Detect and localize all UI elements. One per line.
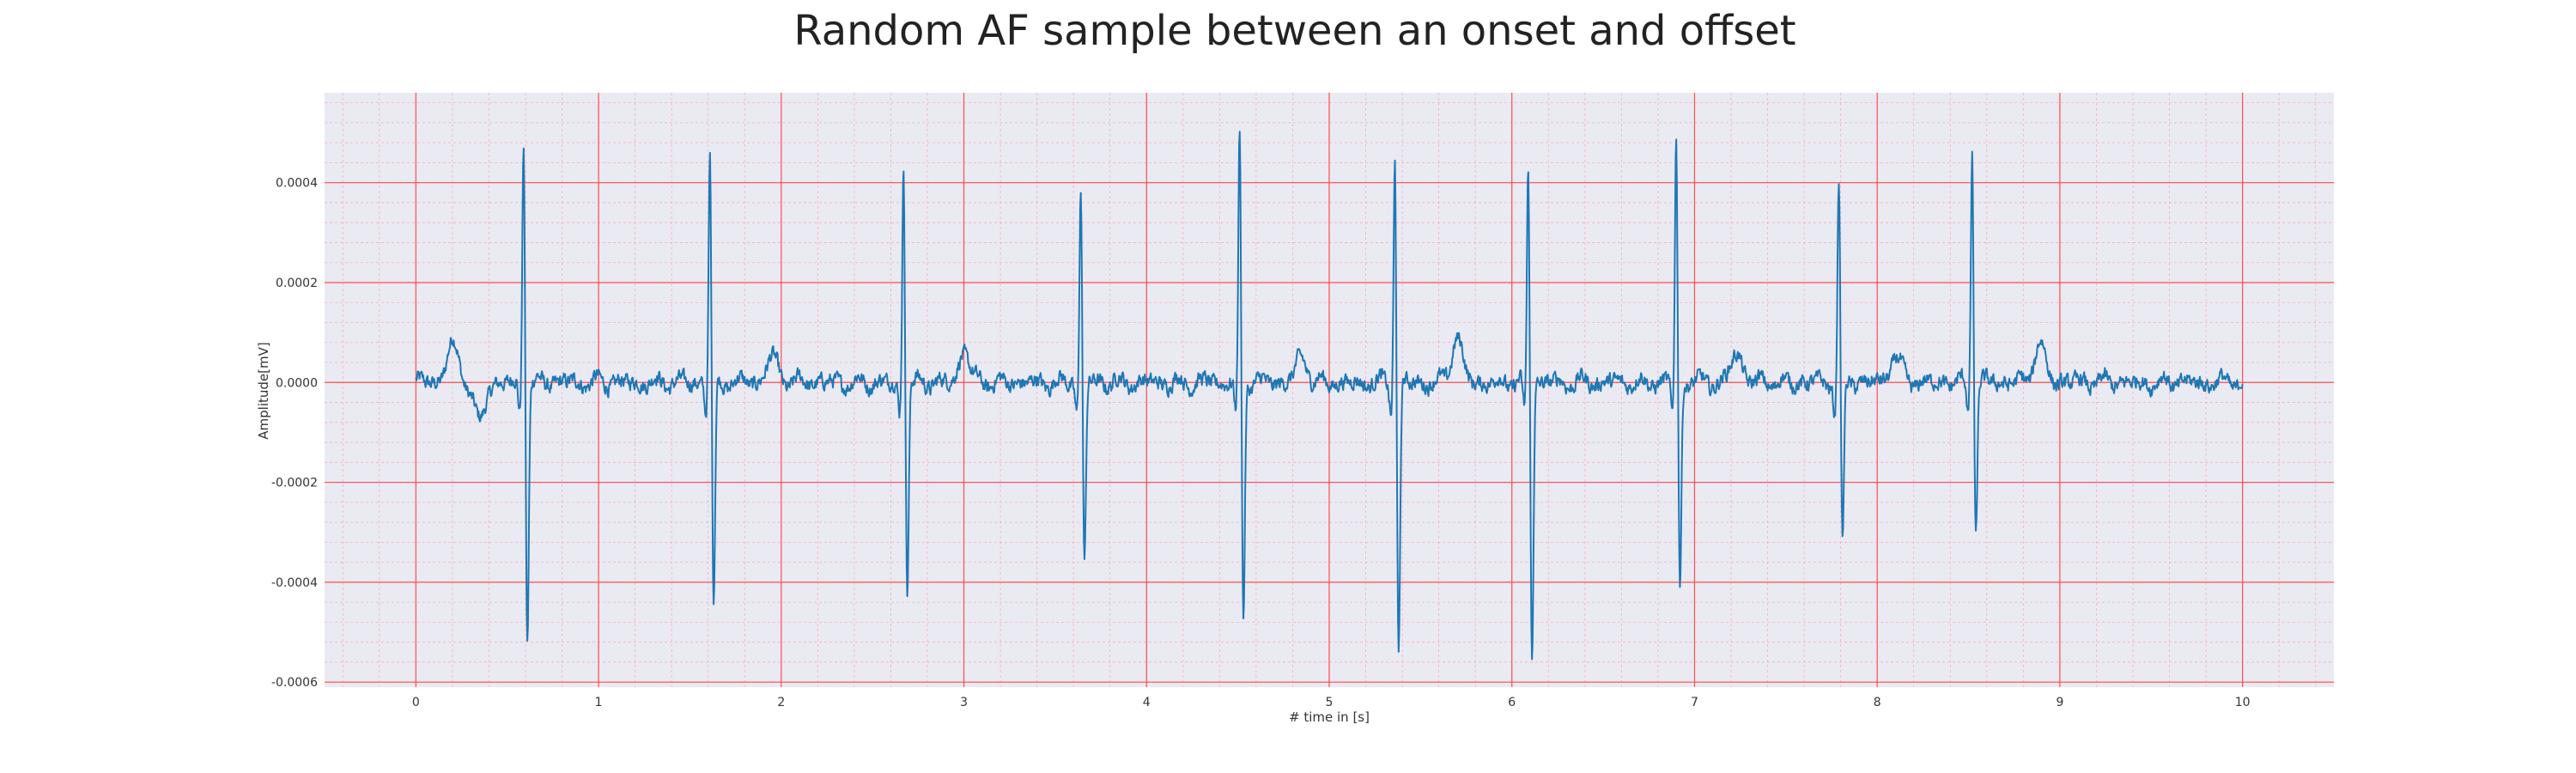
x-tick-label: 7	[1691, 696, 1698, 709]
y-axis-label: Amplitude[mV]	[256, 342, 271, 439]
y-tick-label: 0.0002	[276, 277, 318, 290]
x-tick-label: 6	[1508, 696, 1516, 709]
x-tick-label: 2	[777, 696, 785, 709]
ecg-signal-line	[415, 131, 2244, 660]
y-tick-label: -0.0002	[271, 477, 318, 490]
x-tick-label: 8	[1874, 696, 1881, 709]
y-tick-label: -0.0004	[271, 576, 318, 590]
x-axis-label: # time in [s]	[1289, 709, 1370, 725]
y-tick-label: 0.0000	[276, 376, 318, 390]
x-tick-label: 3	[960, 696, 968, 709]
y-tick-label: -0.0006	[271, 676, 318, 690]
x-tick-label: 5	[1326, 696, 1334, 709]
major-grid	[325, 93, 2334, 687]
series-group	[415, 131, 2244, 660]
y-tick-labels: -0.0006 -0.0004 -0.0002 0.0000 0.0002 0.0004	[271, 177, 318, 691]
x-tick-label: 4	[1143, 696, 1151, 709]
x-tick-label: 1	[595, 696, 603, 709]
x-tick-label: 0	[412, 696, 420, 709]
x-tick-labels: 0 1 2 3 4 5 6 7 8 9 10	[412, 696, 2251, 709]
plot-area	[325, 93, 2334, 687]
chart-title: Random AF sample between an onset and of…	[793, 7, 1795, 55]
x-tick-label: 10	[2235, 696, 2251, 709]
y-tick-label: 0.0004	[276, 177, 318, 191]
x-tick-label: 9	[2056, 696, 2063, 709]
